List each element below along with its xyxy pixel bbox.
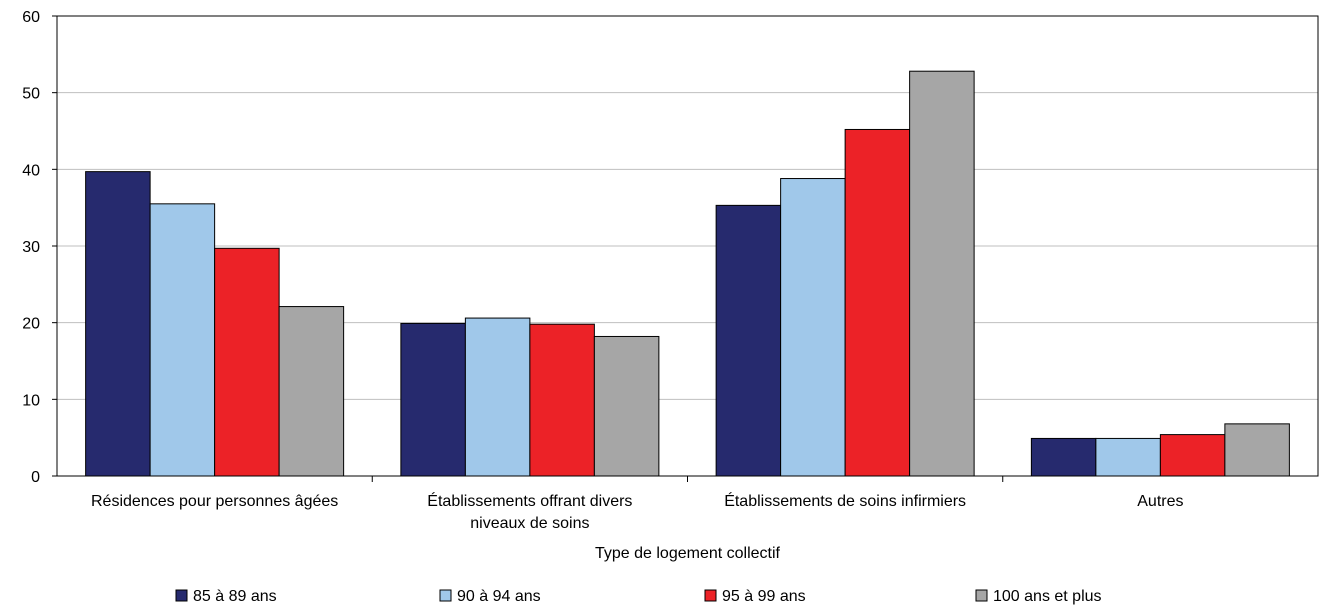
bar: [149, 203, 216, 477]
y-axis: 0 10 20 30 40 50 60: [22, 9, 57, 486]
bar: [715, 204, 782, 477]
bar: [844, 128, 911, 477]
bar: [529, 323, 595, 477]
bar: [1095, 437, 1161, 477]
bar: [1159, 434, 1226, 477]
category-label: Établissements offrant divers niveaux de …: [427, 491, 632, 532]
legend-swatch: [704, 589, 717, 602]
y-tick-label: 60: [22, 9, 40, 26]
x-axis-title: Type de logement collectif: [595, 545, 781, 562]
bar: [1224, 423, 1290, 477]
legend-label: 90 à 94 ans: [457, 588, 541, 605]
bar: [278, 306, 345, 477]
bar: [464, 317, 531, 477]
bar: [909, 70, 975, 477]
legend-swatch: [439, 589, 452, 602]
bar: [400, 322, 466, 477]
y-tick-label: 20: [22, 316, 40, 333]
y-tick-label: 50: [22, 86, 40, 103]
bar: [1030, 437, 1097, 477]
legend-label: 100 ans et plus: [993, 588, 1102, 605]
legend-label: 95 à 99 ans: [722, 588, 806, 605]
category-label: Autres: [1137, 493, 1183, 510]
x-axis: Résidences pour personnes âgées Établisse…: [91, 476, 1184, 532]
y-tick-label: 10: [22, 392, 40, 409]
legend-label: 85 à 89 ans: [193, 588, 277, 605]
bar: [780, 178, 846, 477]
legend: 85 à 89 ans 90 à 94 ans 95 à 99 ans 100 ans…: [175, 588, 1102, 605]
y-tick-label: 40: [22, 162, 40, 179]
legend-swatch: [175, 589, 188, 602]
category-label: Établissements de soins infirmiers: [724, 491, 966, 510]
bar: [593, 335, 660, 477]
y-tick-label: 0: [31, 469, 40, 486]
bars: [85, 70, 1290, 477]
bar: [214, 247, 280, 477]
bar: [85, 171, 151, 477]
legend-swatch: [975, 589, 988, 602]
y-tick-label: 30: [22, 239, 40, 256]
category-label: Résidences pour personnes âgées: [91, 493, 338, 510]
